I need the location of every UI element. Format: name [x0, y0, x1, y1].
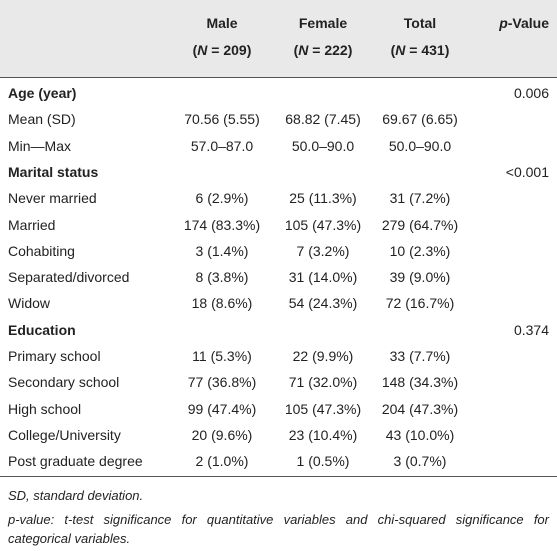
p-value: <0.001 [505, 163, 549, 180]
column-subheader: (N = 431) [391, 41, 450, 59]
cell-value: 31 (7.2%) [389, 190, 451, 207]
column-header: Male [206, 15, 238, 31]
cell-value: 50.0–90.0 [291, 137, 355, 154]
cell-value: 69.67 (6.65) [382, 111, 458, 128]
cell-value: 20 (9.6%) [191, 426, 253, 443]
row-label: Post graduate degree [8, 453, 143, 470]
p-header-part: -Value [507, 15, 549, 31]
cell-value: 3 (0.7%) [393, 453, 447, 470]
cell-value: 33 (7.7%) [389, 348, 451, 364]
cell-value: 3 (1.4%) [195, 242, 249, 259]
footnote: SD, standard deviation. [8, 488, 144, 503]
subheader-part: N [298, 42, 309, 58]
cell-value: 99 (47.4%) [187, 400, 257, 417]
cell-value: 11 (5.3%) [192, 348, 252, 364]
row-label: Secondary school [8, 374, 120, 391]
cell-value: 174 (83.3%) [183, 216, 261, 233]
subheader-part: = 431) [405, 42, 450, 58]
cell-value: 54 (24.3%) [288, 295, 358, 312]
p-value: 0.374 [513, 321, 549, 338]
cell-value: 18 (8.6%) [191, 295, 253, 312]
cell-value: 57.0–87.0 [190, 137, 254, 154]
cell-value: 50.0–90.0 [388, 137, 452, 154]
row-label: Cohabiting [8, 242, 75, 259]
cell-value: 2 (1.0%) [195, 453, 249, 470]
cell-value: 8 (3.8%) [195, 269, 249, 286]
cell-value: 204 (47.3%) [381, 400, 459, 417]
subheader-part: N [197, 42, 208, 58]
column-header: Total [403, 15, 437, 31]
cell-value: 148 (34.3%) [381, 374, 459, 391]
row-label: Separated/divorced [8, 269, 130, 286]
cell-value: 25 (11.3%) [289, 190, 357, 207]
bottom-rule [0, 476, 557, 477]
row-label: College/University [8, 426, 121, 443]
cell-value: 105 (47.3%) [284, 400, 362, 417]
cell-value: 22 (9.9%) [292, 348, 354, 364]
subheader-part: N [395, 42, 406, 58]
p-value-header: p-Value [499, 14, 549, 32]
cell-value: 105 (47.3%) [284, 216, 362, 233]
cell-value: 71 (32.0%) [288, 374, 358, 391]
column-subheader: (N = 209) [193, 41, 252, 59]
cell-value: 1 (0.5%) [296, 453, 350, 470]
cell-value: 23 (10.4%) [288, 426, 358, 443]
cell-value: 31 (14.0%) [288, 269, 358, 286]
section-title: Age (year) [8, 85, 77, 101]
cell-value: 77 (36.8%) [187, 374, 257, 391]
subheader-part: ( [293, 42, 299, 58]
row-label: Widow [8, 295, 51, 312]
row-label: Never married [8, 190, 97, 207]
cell-value: 72 (16.7%) [385, 295, 455, 312]
cell-value: 70.56 (5.55) [184, 111, 260, 128]
cell-value: 279 (64.7%) [381, 216, 459, 233]
row-label: Mean (SD) [8, 111, 76, 128]
cell-value: 10 (2.3%) [389, 242, 451, 259]
column-subheader: (N = 222) [294, 41, 353, 59]
column-header: Female [298, 15, 348, 31]
subheader-part: ( [192, 42, 198, 58]
cell-value: 7 (3.2%) [296, 242, 350, 259]
row-label: High school [8, 400, 82, 417]
cell-value: 39 (9.0%) [389, 269, 451, 286]
section-title: Education [8, 321, 76, 338]
header-rule [0, 77, 557, 78]
cell-value: 6 (2.9%) [195, 190, 249, 207]
p-header-part: p [499, 15, 508, 31]
subheader-part: = 222) [308, 42, 353, 58]
footnote: p-value: t-test significance for quantit… [8, 512, 549, 546]
cell-value: 43 (10.0%) [385, 426, 455, 443]
subheader-part: = 209) [207, 42, 252, 58]
cell-value: 68.82 (7.45) [285, 111, 361, 128]
row-label: Min—Max [8, 137, 72, 154]
p-value: 0.006 [513, 85, 549, 101]
header-background [0, 0, 557, 77]
section-title: Marital status [8, 163, 99, 180]
subheader-part: ( [390, 42, 396, 58]
row-label: Primary school [8, 348, 101, 364]
row-label: Married [8, 216, 56, 233]
